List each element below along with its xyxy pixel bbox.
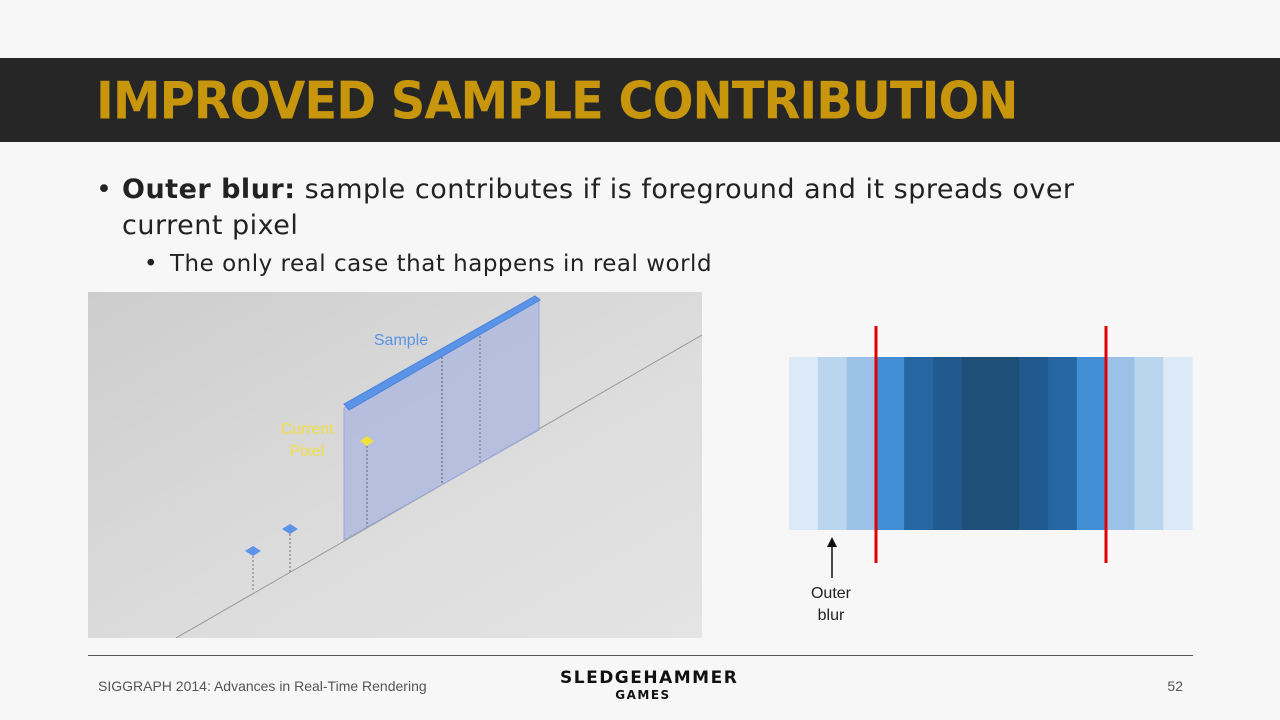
- blur-band: [904, 357, 934, 530]
- blur-band: [846, 357, 876, 530]
- blur-band: [875, 357, 905, 530]
- current-pixel-marker: [360, 436, 374, 446]
- title-bar: [0, 58, 1280, 142]
- logo-line1: SLEDGEHAMMER: [560, 668, 739, 688]
- background-sample-marker: [282, 524, 298, 534]
- current-pixel-label: Current: [280, 421, 334, 438]
- sledgehammer-logo: SLEDGEHAMMER GAMES: [560, 668, 739, 702]
- logo-line2: GAMES: [615, 688, 671, 702]
- blur-band: [932, 357, 963, 530]
- blur-band: [1019, 357, 1049, 530]
- blur-band: [1076, 357, 1107, 530]
- bullet-dot: •: [144, 251, 159, 277]
- blur-band: [1105, 357, 1136, 530]
- footer-conference: SIGGRAPH 2014: Advances in Real-Time Ren…: [98, 678, 427, 694]
- sample-bar: [343, 295, 541, 411]
- blur-band: [961, 357, 992, 530]
- bullet-main-bold: Outer blur:: [122, 174, 296, 205]
- background-sample-marker: [245, 546, 261, 556]
- up-arrow-icon: [827, 537, 837, 578]
- sample-label: Sample: [374, 332, 428, 349]
- outer-blur-label-line: blur: [817, 607, 845, 624]
- bullet-main-text: Outer blur: sample contributes if is for…: [122, 172, 1122, 244]
- blur-band: [789, 357, 819, 530]
- page-number: 52: [1167, 678, 1183, 694]
- footer-divider: [88, 655, 1193, 656]
- outer-blur-label: Outer blur: [800, 583, 862, 627]
- current-pixel-label: Pixel: [290, 443, 325, 460]
- outer-blur-label-line: Outer: [810, 585, 851, 602]
- bullet-dot: •: [96, 174, 113, 205]
- scene-illustration: Sample Current Pixel: [88, 292, 702, 638]
- slide-title: IMPROVED SAMPLE CONTRIBUTION: [96, 70, 1018, 132]
- blur-band: [817, 357, 848, 530]
- blur-band: [1134, 357, 1164, 530]
- bullet-sub-text: The only real case that happens in real …: [170, 251, 713, 277]
- blur-band: [1048, 357, 1078, 530]
- blur-strip-diagram: [789, 326, 1193, 578]
- blur-bands: [789, 357, 1193, 530]
- blur-band: [1163, 357, 1193, 530]
- blur-band: [990, 357, 1020, 530]
- bullet-main-body: sample contributes if is foreground and …: [122, 174, 1075, 241]
